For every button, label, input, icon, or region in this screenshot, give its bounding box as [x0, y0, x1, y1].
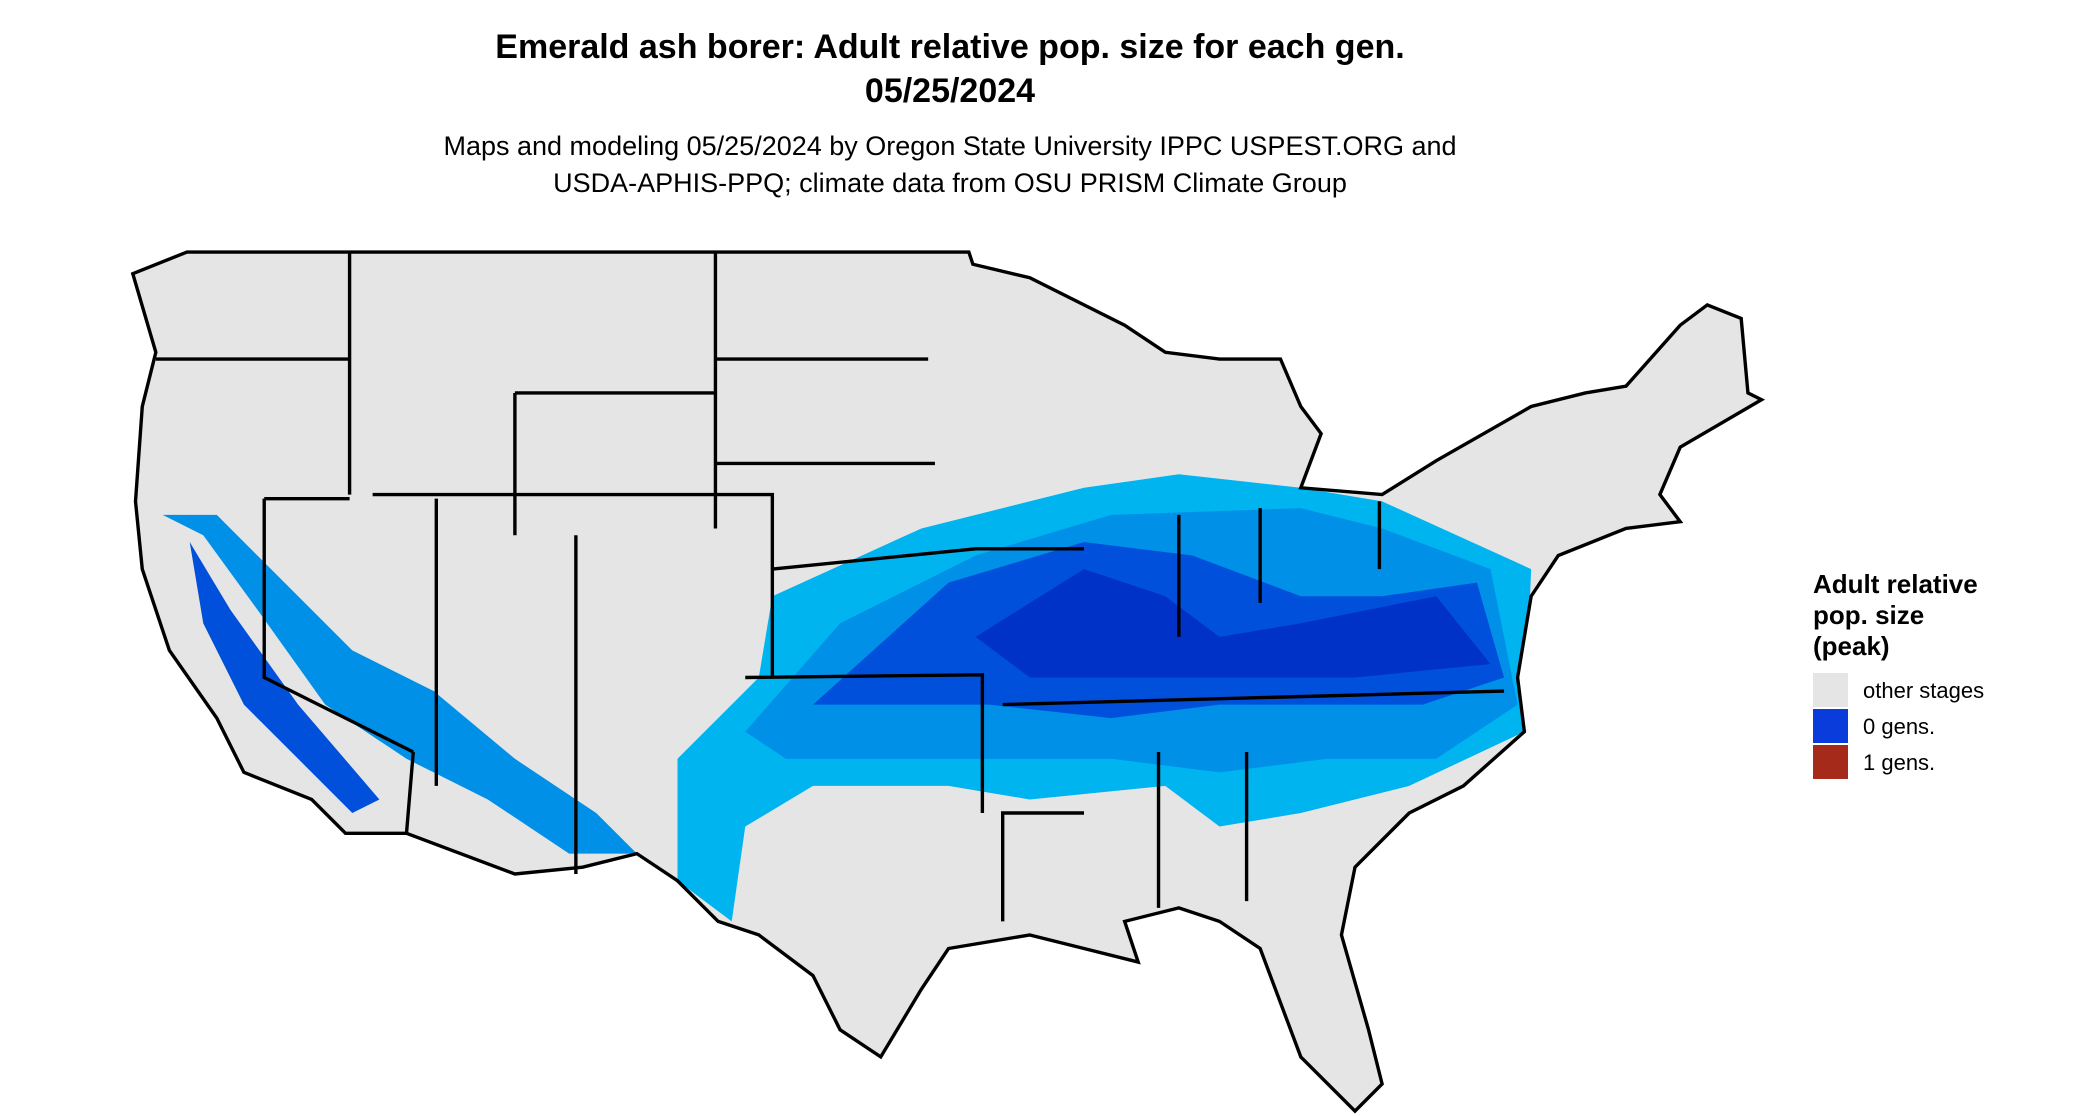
legend-swatch	[1813, 709, 1848, 743]
band-west	[162, 514, 637, 854]
legend-label: 0 gens.	[1863, 714, 1935, 739]
legend-swatch	[1813, 673, 1848, 707]
title: Emerald ash borer: Adult relative pop. s…	[495, 28, 1404, 66]
us-map	[131, 250, 1764, 1113]
band-darkest	[975, 569, 1491, 678]
band-west-dark	[189, 542, 380, 813]
legend-label: 1 gens.	[1863, 750, 1935, 775]
legend-swatch	[1813, 745, 1848, 779]
legend-title: Adult relative	[1813, 569, 1978, 599]
subtitle: Maps and modeling 05/25/2024 by Oregon S…	[443, 131, 1456, 161]
date: 05/25/2024	[865, 72, 1035, 110]
state-borders	[131, 250, 1764, 1113]
population-bands	[162, 474, 1532, 922]
subtitle: USDA-APHIS-PPQ; climate data from OSU PR…	[553, 168, 1347, 198]
legend-label: other stages	[1863, 678, 1984, 703]
legend-title: (peak)	[1813, 631, 1890, 661]
legend-title: pop. size	[1813, 600, 1924, 630]
